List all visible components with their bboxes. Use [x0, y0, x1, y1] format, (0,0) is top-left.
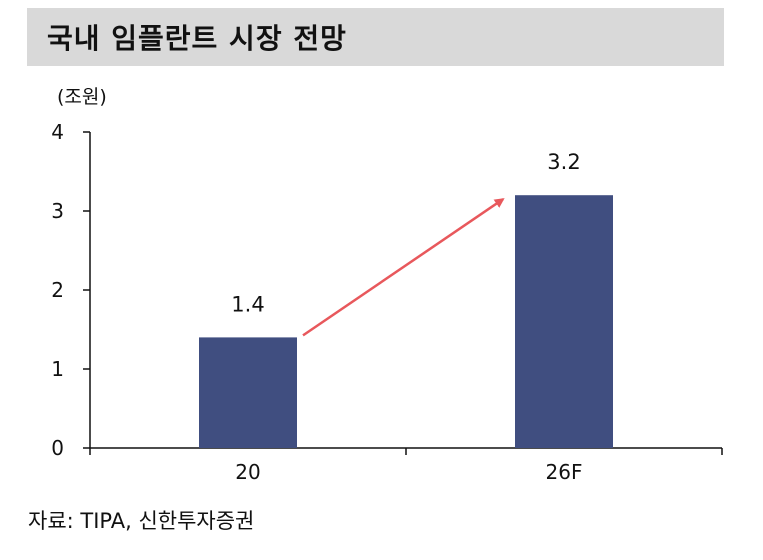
title-bar: 국내 임플란트 시장 전망 — [27, 8, 724, 66]
trend-arrow — [302, 198, 505, 337]
bar-chart: (조원) 0 1 2 3 4 20 26F 1.4 3.2 — [51, 86, 723, 484]
bars — [199, 195, 613, 448]
y-tick-label: 2 — [51, 278, 64, 302]
data-label: 3.2 — [547, 150, 580, 174]
x-tick-label: 20 — [235, 460, 260, 484]
y-tick-label: 4 — [51, 120, 64, 144]
chart-title: 국내 임플란트 시장 전망 — [47, 22, 347, 55]
y-axis: 0 1 2 3 4 — [51, 120, 91, 460]
data-label: 1.4 — [231, 292, 264, 316]
y-tick-label: 0 — [51, 436, 64, 460]
y-axis-label: (조원) — [57, 86, 107, 108]
bar — [515, 195, 613, 448]
data-labels: 1.4 3.2 — [231, 150, 580, 316]
y-tick-label: 1 — [51, 357, 64, 381]
y-tick-label: 3 — [51, 199, 64, 223]
x-axis: 20 26F — [89, 447, 723, 484]
x-tick-label: 26F — [546, 460, 583, 484]
source-note: 자료: TIPA, 신한투자증권 — [28, 509, 255, 533]
bar — [199, 337, 297, 448]
